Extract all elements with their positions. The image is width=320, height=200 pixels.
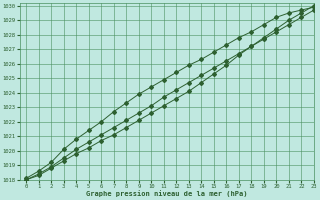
- X-axis label: Graphe pression niveau de la mer (hPa): Graphe pression niveau de la mer (hPa): [86, 190, 248, 197]
